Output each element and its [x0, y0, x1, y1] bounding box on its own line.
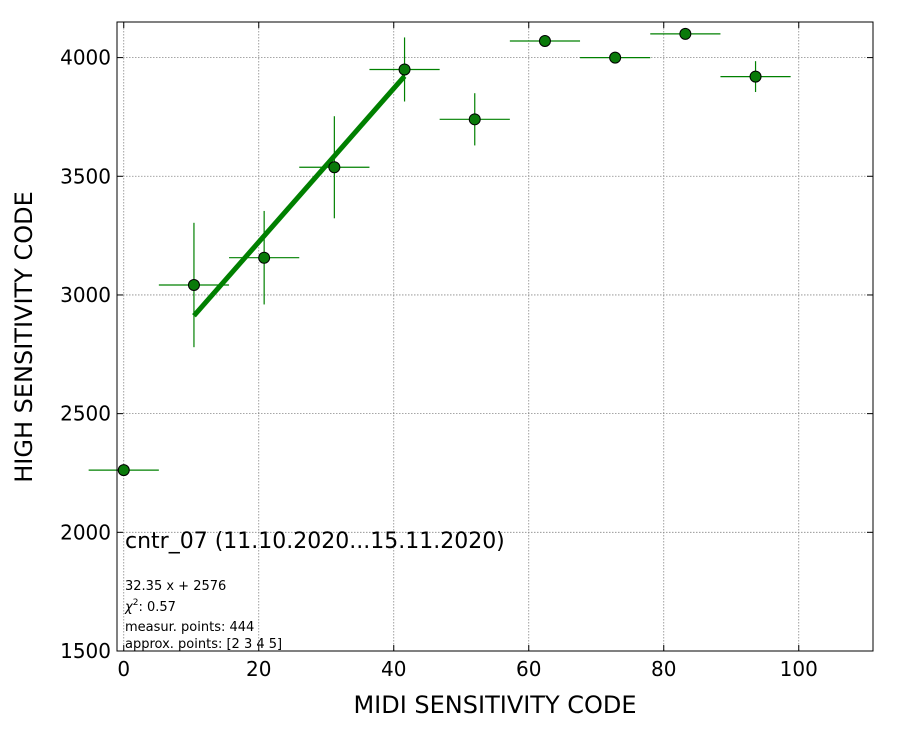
x-tick-label: 0: [117, 657, 130, 681]
data-point: [258, 251, 271, 264]
chi2-exponent: 2: [133, 598, 139, 608]
data-point: [679, 27, 692, 40]
fit-formula-text: 32.35 x + 2576: [125, 579, 226, 594]
tick-layer: 0 20 40 60 80 100 1500 2000 2500 3000 3500 4000: [60, 22, 873, 681]
x-tick-label: 100: [780, 657, 818, 681]
approx-points-text: approx. points: [2 3 4 5]: [125, 637, 282, 652]
y-tick-label: 2500: [60, 402, 111, 426]
data-point: [328, 161, 341, 174]
data-point: [468, 113, 481, 126]
x-tick-label: 20: [246, 657, 271, 681]
y-tick-label: 1500: [60, 639, 111, 663]
chart-title-annotation: cntr_07 (11.10.2020...15.11.2020): [125, 529, 505, 554]
data-point-layer: [117, 27, 762, 477]
grid-layer: [117, 22, 873, 651]
x-tick-label: 40: [381, 657, 406, 681]
y-tick-label: 4000: [60, 46, 111, 70]
y-axis-label: HIGH SENSITIVITY CODE: [10, 191, 38, 483]
plot-frame: [116, 21, 874, 652]
data-point: [609, 51, 622, 64]
measur-points-text: measur. points: 444: [125, 620, 254, 635]
chi2-text: χ2: 0.57: [124, 598, 176, 615]
data-point: [749, 70, 762, 83]
y-tick-label: 2000: [60, 520, 111, 544]
data-point: [117, 464, 130, 477]
chi2-value: : 0.57: [138, 600, 175, 615]
y-tick-label: 3000: [60, 283, 111, 307]
data-point: [398, 63, 411, 76]
data-point: [187, 278, 200, 291]
fit-line: [192, 74, 407, 318]
x-tick-label: 80: [651, 657, 676, 681]
x-axis-label: MIDI SENSITIVITY CODE: [353, 691, 636, 719]
data-point: [538, 34, 551, 47]
chi2-symbol: χ: [124, 600, 134, 615]
y-tick-label: 3500: [60, 164, 111, 188]
x-tick-label: 60: [516, 657, 541, 681]
fit-line-layer: [192, 74, 407, 318]
